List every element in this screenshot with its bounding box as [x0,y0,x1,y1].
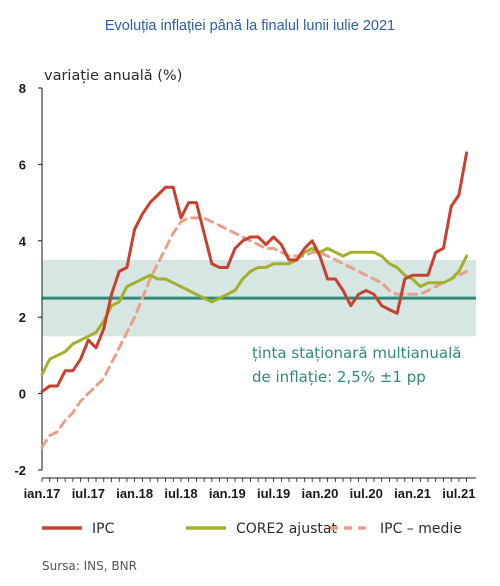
y-tick-label: 2 [19,310,26,325]
x-tick-label: ian.18 [116,486,153,501]
source-note: Sursa: INS, BNR [42,559,137,573]
y-tick-label: -2 [14,463,26,478]
series-line-1 [40,246,469,376]
x-tick-label: iul.18 [164,486,197,501]
chart-title: Evoluția inflației până la finalul lunii… [105,18,395,34]
target-annotation-line1: ținta staționară multianuală [252,344,461,362]
x-tick-label: ian.20 [301,486,338,501]
x-tick-label: iul.20 [350,486,383,501]
series-line-2 [40,216,469,449]
series-line-0 [40,151,469,394]
y-tick-label: 0 [19,387,26,402]
x-tick-label: iul.21 [442,486,475,501]
target-annotation-line2: de inflație: 2,5% ±1 pp [252,368,426,386]
y-tick-label: 4 [19,234,27,249]
y-tick-label: 6 [19,157,26,172]
y-tick-label: 8 [19,81,26,96]
axis-layer: -2 0 2 4 6 8 ian.17 iul.17 ian.18 iul.18 ian.19 iul… [14,81,476,501]
x-tick-label: iul.17 [72,486,105,501]
legend: IPC CORE2 ajustat IPC – medie [42,521,462,537]
target-band-layer [42,259,476,337]
series-layer [40,151,469,449]
legend-label-0: IPC [92,521,115,537]
x-tick-label: iul.19 [257,486,290,501]
y-axis-label: variație anuală (%) [44,68,182,84]
x-tick-label: ian.21 [394,486,431,501]
x-tick-label: ian.17 [24,486,61,501]
legend-label-1: CORE2 ajustat [236,521,337,537]
legend-label-2: IPC – medie [380,521,462,537]
x-tick-label: ian.19 [209,486,246,501]
